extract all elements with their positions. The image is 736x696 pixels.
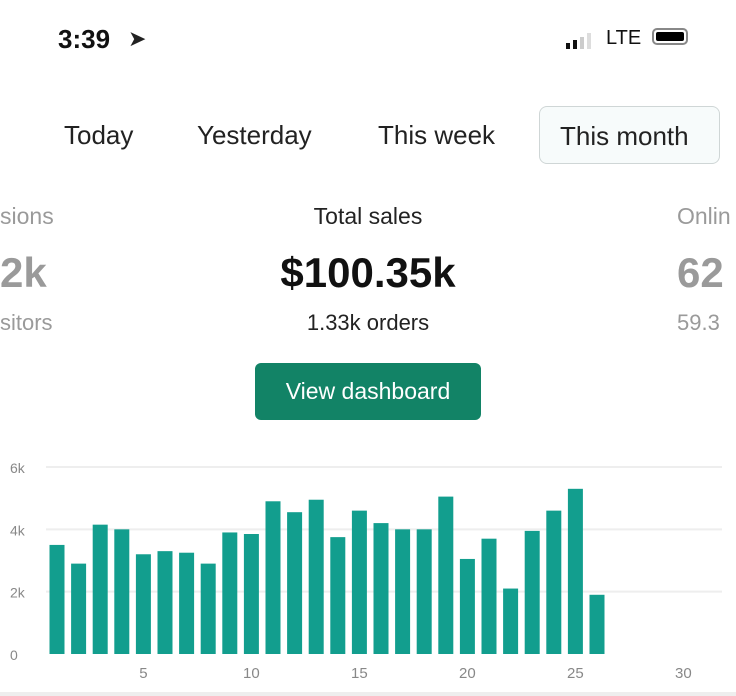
y-tick-label: 6k <box>10 460 26 476</box>
tab-yesterday[interactable]: Yesterday <box>197 120 312 150</box>
signal-icon <box>566 33 598 49</box>
bar-day-13 <box>308 499 324 654</box>
bar-day-16 <box>373 523 389 654</box>
bar-day-8 <box>200 563 216 654</box>
bar-day-25 <box>567 488 583 654</box>
tab-this-week[interactable]: This week <box>378 120 496 150</box>
x-tick-label: 5 <box>139 665 147 682</box>
total-sales-value: $100.35k <box>280 249 456 296</box>
total-sales-label: Total sales <box>313 203 423 229</box>
y-tick-label: 2k <box>10 585 26 601</box>
bar-day-20 <box>459 558 475 654</box>
x-tick-label: 15 <box>351 665 368 682</box>
bar-day-3 <box>92 524 108 654</box>
x-tick-label: 25 <box>567 665 584 682</box>
bar-day-15 <box>351 510 367 654</box>
bar-day-9 <box>222 532 238 654</box>
online-store-label: Onlin <box>677 203 731 229</box>
bar-day-11 <box>265 501 281 654</box>
bar-day-24 <box>546 510 562 654</box>
tab-this-month[interactable]: This month <box>539 106 720 164</box>
y-tick-label: 4k <box>10 522 26 538</box>
tab-today[interactable]: Today <box>64 120 134 150</box>
x-tick-label: 10 <box>243 665 260 682</box>
bar-day-14 <box>330 537 346 654</box>
bar-day-18 <box>416 529 432 654</box>
bar-day-26 <box>589 594 605 654</box>
orders-count: 1.33k orders <box>306 310 430 335</box>
bar-day-17 <box>395 529 411 654</box>
divider <box>0 692 736 696</box>
bar-day-12 <box>287 512 303 654</box>
sales-bar-chart: 0 2k 4k 6k 5 10 15 20 25 30 <box>10 460 722 682</box>
x-tick-label: 30 <box>675 665 692 682</box>
location-arrow-icon: ➤ <box>128 26 147 51</box>
bar-day-5 <box>135 554 151 654</box>
bar-day-23 <box>524 530 540 654</box>
y-tick-label: 0 <box>10 647 18 663</box>
sessions-label: sions <box>0 203 54 229</box>
bar-day-4 <box>114 529 130 654</box>
network-type: LTE <box>606 27 642 49</box>
online-store-value: 62 <box>677 249 724 296</box>
bar-day-6 <box>157 551 173 654</box>
bar-day-21 <box>481 538 497 654</box>
bar-day-7 <box>179 552 195 654</box>
bar-day-10 <box>243 534 259 654</box>
bar-day-19 <box>438 496 454 654</box>
bar-day-2 <box>71 563 87 654</box>
bar-day-22 <box>503 588 519 654</box>
sessions-value: 2k <box>0 249 47 296</box>
online-store-sub: 59.3 <box>677 310 720 335</box>
battery-icon <box>652 28 688 45</box>
view-dashboard-button[interactable]: View dashboard <box>255 363 481 420</box>
bar-day-1 <box>49 544 65 654</box>
x-tick-label: 20 <box>459 665 476 682</box>
status-time: 3:39 <box>58 24 111 54</box>
visitors-label: sitors <box>0 310 53 335</box>
